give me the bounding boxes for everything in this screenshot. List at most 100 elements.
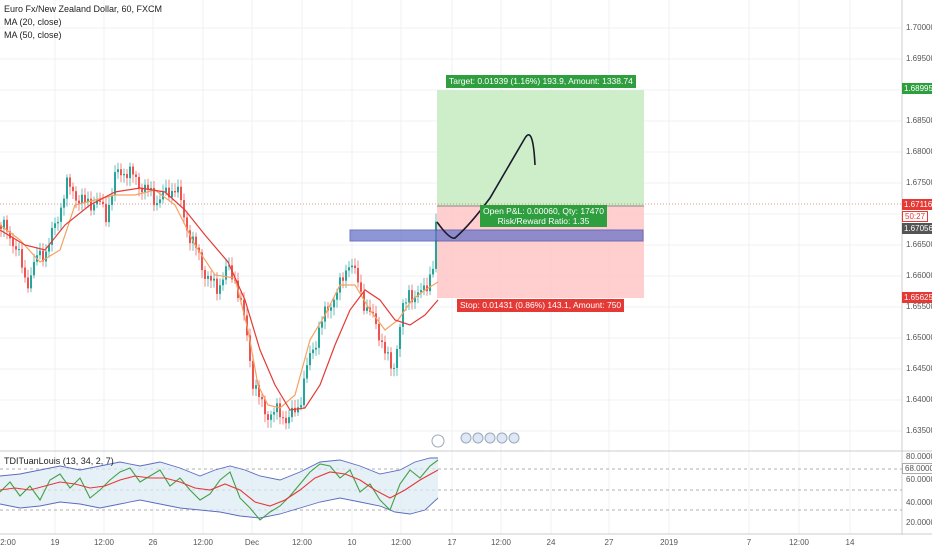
- time-tick: 19: [50, 538, 60, 547]
- candle-body: [63, 198, 65, 208]
- candle-body: [120, 169, 122, 176]
- support-rectangle[interactable]: [349, 229, 644, 242]
- current-price-badge: 1.67116: [902, 199, 932, 210]
- candle-body: [258, 385, 260, 397]
- candle-body: [252, 360, 254, 389]
- candle-body: [0, 225, 2, 229]
- ma20-legend[interactable]: MA (20, close): [4, 17, 62, 27]
- candle-body: [129, 166, 131, 179]
- osc-tick: 80.0000: [906, 452, 932, 461]
- candle-body: [303, 378, 305, 406]
- candle-body: [6, 219, 8, 232]
- event-icon[interactable]: [508, 432, 520, 444]
- candle-body: [345, 270, 347, 281]
- candle-body: [102, 201, 104, 204]
- candle-body: [261, 396, 263, 400]
- candle-body: [99, 200, 101, 202]
- candle-body: [111, 195, 113, 205]
- event-icon[interactable]: [496, 432, 508, 444]
- oscillator-pane[interactable]: [0, 457, 902, 521]
- candle-body: [165, 187, 167, 193]
- price-tick: 1.65000: [906, 333, 932, 342]
- event-markers[interactable]: [431, 432, 520, 448]
- candle-body: [186, 217, 188, 231]
- event-icon[interactable]: [484, 432, 496, 444]
- candle-body: [24, 267, 26, 278]
- candle-body: [210, 275, 212, 281]
- candle-body: [417, 292, 419, 297]
- candle-body: [393, 367, 395, 369]
- candle-body: [75, 191, 77, 201]
- candle-body: [66, 177, 68, 199]
- target-label[interactable]: Target: 0.01939 (1.16%) 193.9, Amount: 1…: [446, 75, 636, 88]
- candle-body: [297, 407, 299, 413]
- candle-body: [216, 278, 218, 294]
- candle-body: [84, 194, 86, 202]
- candle-body: [87, 198, 89, 202]
- event-icon[interactable]: [472, 432, 484, 444]
- candle-body: [81, 194, 83, 204]
- candle-body: [147, 184, 149, 190]
- candle-body: [399, 326, 401, 350]
- price-tick: 1.68500: [906, 116, 932, 125]
- candle-body: [348, 267, 350, 271]
- price-tick: 1.63500: [906, 426, 932, 435]
- countdown-badge: 50:27: [902, 211, 929, 222]
- candle-body: [423, 285, 425, 291]
- candle-body: [159, 199, 161, 204]
- candle-body: [396, 349, 398, 368]
- price-tick: 1.68000: [906, 147, 932, 156]
- stop-price-badge: 1.65625: [902, 292, 932, 303]
- candle-body: [411, 290, 413, 303]
- candle-body: [27, 277, 29, 289]
- candle-body: [381, 340, 383, 342]
- target-zone[interactable]: [437, 90, 644, 206]
- time-tick: 24: [546, 538, 556, 547]
- candle-body: [282, 417, 284, 419]
- oscillator-title[interactable]: TDITuanLouis (13, 34, 2, 7): [4, 456, 114, 466]
- candle-body: [351, 265, 353, 268]
- event-icon[interactable]: [431, 434, 445, 448]
- candle-body: [333, 299, 335, 308]
- candle-body: [273, 412, 275, 415]
- osc-price-line: [0, 459, 439, 521]
- candle-body: [9, 231, 11, 239]
- candle-body: [315, 347, 317, 350]
- candle-body: [171, 190, 173, 198]
- candle-body: [153, 187, 155, 206]
- candle-body: [384, 341, 386, 354]
- candle-body: [225, 266, 227, 280]
- ma50-line: [0, 187, 439, 411]
- candle-body: [48, 244, 50, 252]
- ma50-legend[interactable]: MA (50, close): [4, 30, 62, 40]
- candle-body: [360, 282, 362, 292]
- candle-body: [126, 173, 128, 179]
- candle-body: [357, 268, 359, 283]
- price-tick: 1.66000: [906, 271, 932, 280]
- time-tick: 14: [845, 538, 855, 547]
- pnl-label[interactable]: Open P&L: 0.00060, Qty: 17470 Risk/Rewar…: [480, 205, 607, 227]
- candle-body: [219, 285, 221, 294]
- candle-body: [189, 230, 191, 244]
- candle-body: [354, 265, 356, 269]
- candle-body: [12, 238, 14, 247]
- candle-body: [429, 274, 431, 292]
- osc-upper-band: [0, 457, 438, 481]
- candle-body: [108, 204, 110, 223]
- candle-body: [138, 176, 140, 189]
- candle-body: [114, 172, 116, 196]
- time-tick: 12:00: [93, 538, 115, 547]
- event-icon[interactable]: [460, 432, 472, 444]
- candle-body: [420, 290, 422, 293]
- stop-label[interactable]: Stop: 0.01431 (0.86%) 143.1, Amount: 750: [457, 299, 625, 312]
- projection-drawing[interactable]: [436, 134, 536, 239]
- target-price-badge: 1.68995: [902, 83, 932, 94]
- symbol-title[interactable]: Euro Fx/New Zealand Dollar, 60, FXCM: [4, 4, 163, 14]
- candle-body: [300, 405, 302, 408]
- candle-body: [255, 385, 257, 389]
- price-tick: 1.69500: [906, 54, 932, 63]
- time-tick: 12:00: [291, 538, 313, 547]
- candle-body: [150, 187, 152, 190]
- candle-body: [270, 414, 272, 420]
